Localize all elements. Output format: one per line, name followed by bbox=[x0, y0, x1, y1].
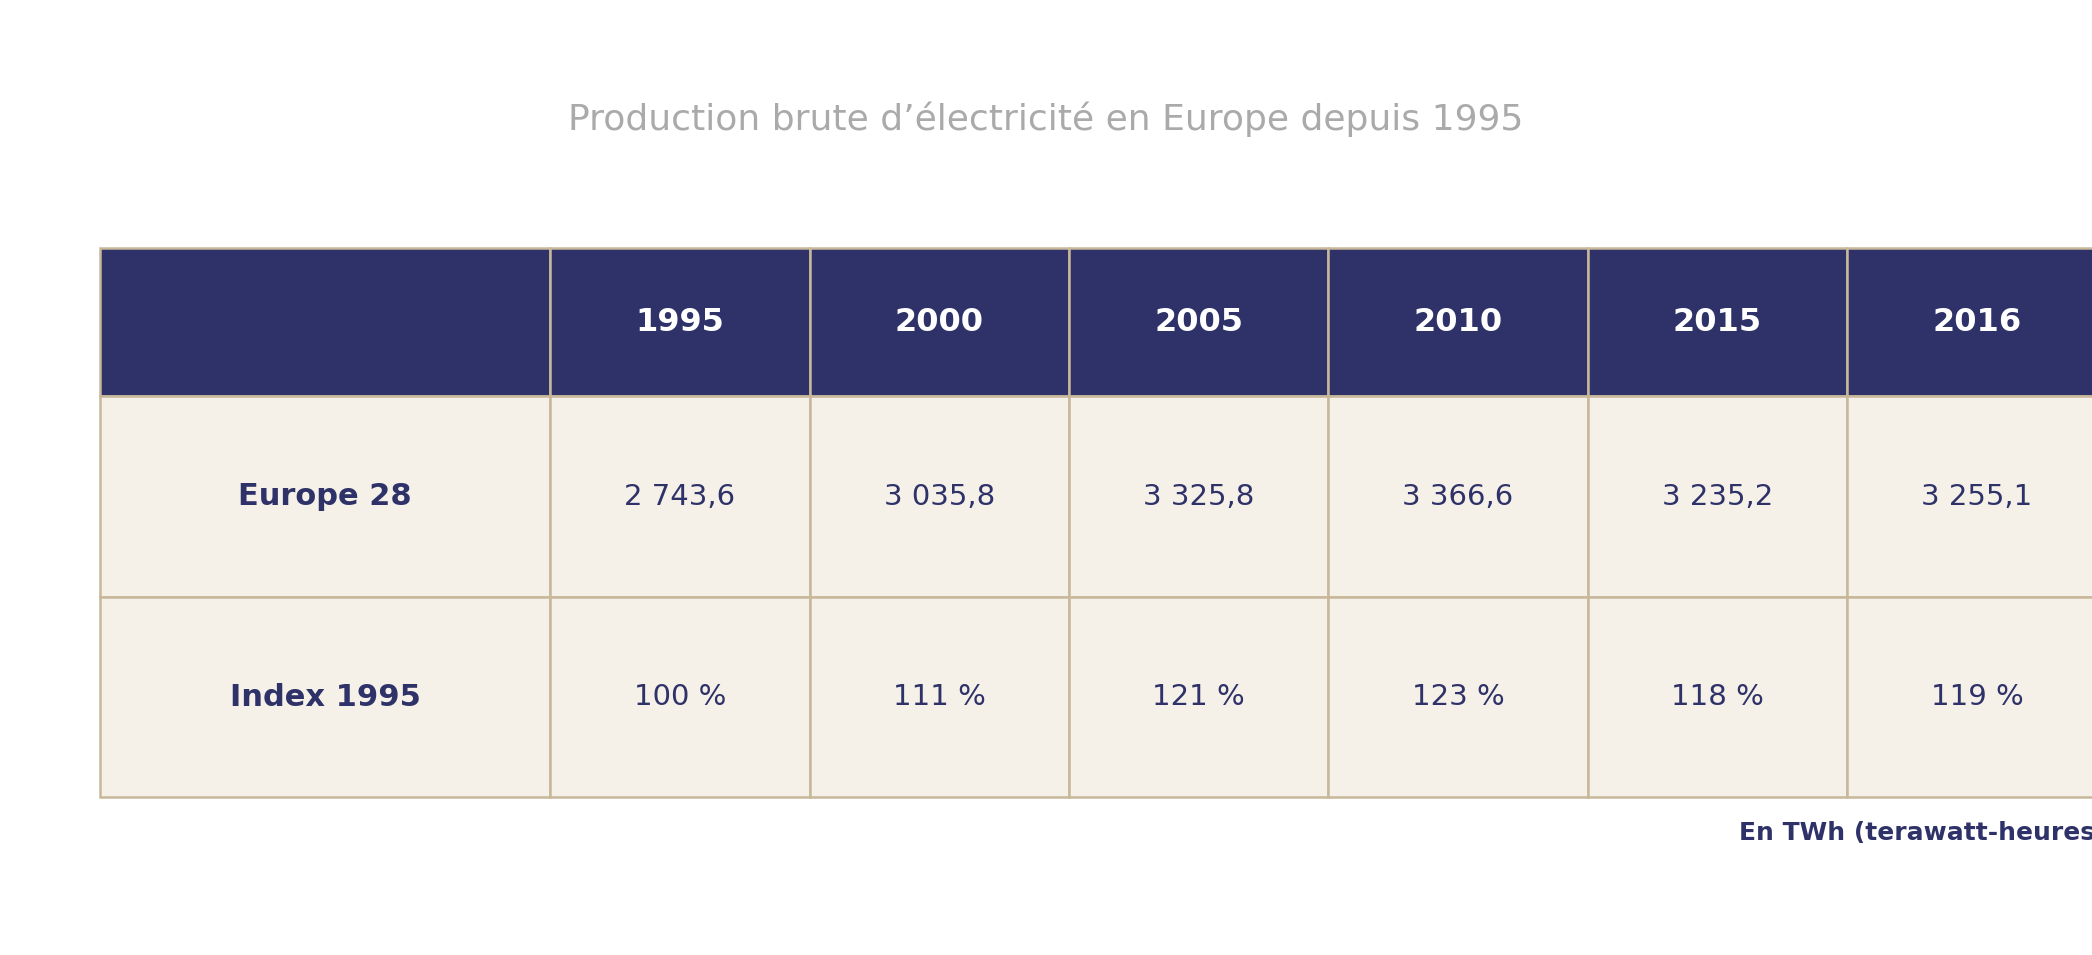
Text: 2 743,6: 2 743,6 bbox=[623, 482, 736, 511]
Text: En TWh (terawatt-heures): En TWh (terawatt-heures) bbox=[1738, 821, 2092, 845]
Text: Europe 28: Europe 28 bbox=[238, 482, 412, 511]
Text: Index 1995: Index 1995 bbox=[230, 683, 420, 711]
Text: 3 255,1: 3 255,1 bbox=[1920, 482, 2033, 511]
Text: 2010: 2010 bbox=[1414, 307, 1502, 338]
Text: 3 235,2: 3 235,2 bbox=[1661, 482, 1774, 511]
Text: 119 %: 119 % bbox=[1931, 683, 2023, 711]
Text: 3 325,8: 3 325,8 bbox=[1142, 482, 1255, 511]
Text: 111 %: 111 % bbox=[893, 683, 985, 711]
Text: 3 035,8: 3 035,8 bbox=[883, 482, 996, 511]
Text: 121 %: 121 % bbox=[1153, 683, 1245, 711]
Text: 2000: 2000 bbox=[895, 307, 983, 338]
Text: Production brute d’électricité en Europe depuis 1995: Production brute d’électricité en Europe… bbox=[569, 101, 1523, 138]
Text: 2015: 2015 bbox=[1674, 307, 1761, 338]
Text: 118 %: 118 % bbox=[1672, 683, 1764, 711]
Text: 2005: 2005 bbox=[1155, 307, 1243, 338]
Text: 123 %: 123 % bbox=[1412, 683, 1504, 711]
Text: 3 366,6: 3 366,6 bbox=[1402, 482, 1515, 511]
Text: 2016: 2016 bbox=[1933, 307, 2021, 338]
Text: 1995: 1995 bbox=[636, 307, 724, 338]
Text: 100 %: 100 % bbox=[634, 683, 726, 711]
